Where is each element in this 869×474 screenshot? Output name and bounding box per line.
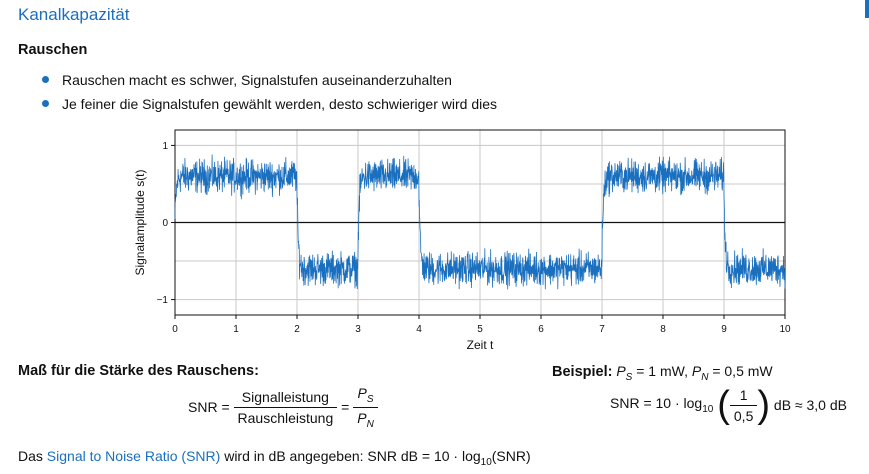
- noise-signal-chart: 0 1 2 3 4 5 6 7 8 9 10 −1 0 1 Zeit t Signalamplitude s(…: [133, 129, 791, 352]
- x-tick-label: 6: [538, 324, 544, 335]
- x-tick-label: 8: [660, 324, 666, 335]
- footer-prefix: Das: [18, 448, 43, 464]
- ps-subscript: S: [366, 393, 374, 405]
- footer-log-base: 10: [480, 456, 492, 468]
- example-frac-den: 0,5: [733, 407, 754, 424]
- signal-series-line: [174, 154, 786, 290]
- equals-sign: =: [341, 399, 350, 416]
- bullet-text: Rauschen macht es schwer, Signalstufen a…: [62, 72, 452, 88]
- y-axis-label: Signalamplitude s(t): [133, 169, 147, 275]
- ps-subscript: S: [625, 371, 633, 383]
- section-heading: Rauschen: [18, 42, 88, 58]
- bullet-dot-icon: [42, 76, 49, 83]
- bullet-item: Rauschen macht es schwer, Signalstufen a…: [40, 68, 497, 92]
- snr-lhs: SNR =: [188, 399, 230, 416]
- y-tick-label: −1: [157, 295, 169, 306]
- snr-formula: SNR = Signalleistung Rauschleistung = PS…: [188, 385, 378, 430]
- example-label: Beispiel:: [552, 364, 613, 380]
- example-snr-text: SNR = 10 · log: [610, 395, 703, 412]
- y-tick-label: 1: [162, 141, 168, 152]
- x-tick-label: 4: [416, 324, 422, 335]
- pn-subscript: N: [366, 418, 374, 430]
- example-fraction: 1 0,5: [729, 387, 758, 424]
- footer-text: Das Signal to Noise Ratio (SNR) wird in …: [18, 448, 531, 468]
- snr-link[interactable]: Signal to Noise Ratio (SNR): [46, 448, 221, 464]
- fraction-denominator: Rauschleistung: [237, 409, 334, 426]
- x-axis-label: Zeit t: [467, 338, 494, 352]
- snr-power-fraction: Signalleistung Rauschleistung: [233, 389, 338, 426]
- log-base: 10: [702, 403, 714, 415]
- x-tick-label: 7: [599, 324, 605, 335]
- bullet-text: Je feiner die Signalstufen gewählt werde…: [62, 96, 498, 112]
- footer-body: wird in dB angegeben: SNR dB = 10 · log: [224, 448, 481, 464]
- pn-symbol: P: [691, 363, 702, 379]
- footer-suffix: (SNR): [491, 448, 531, 464]
- y-tick-label: 0: [162, 218, 168, 229]
- pn-symbol: P: [357, 409, 367, 426]
- measure-heading: Maß für die Stärke des Rauschens:: [18, 363, 259, 379]
- example-line: Beispiel: PS = 1 mW, PN = 0,5 mW: [552, 363, 773, 383]
- x-tick-label: 1: [233, 324, 239, 335]
- slide-edge-marker: [865, 0, 869, 18]
- pn-subscript: N: [701, 371, 709, 383]
- snr-p-fraction: PS PN: [353, 385, 378, 430]
- right-paren-icon: ): [757, 384, 771, 426]
- x-tick-label: 5: [477, 324, 483, 335]
- bullet-dot-icon: [42, 100, 49, 107]
- ps-symbol: P: [616, 363, 626, 379]
- example-ps-value: = 1 mW,: [636, 363, 688, 379]
- x-tick-label: 9: [721, 324, 727, 335]
- ps-symbol: P: [357, 385, 367, 401]
- fraction-numerator: Signalleistung: [233, 389, 338, 408]
- example-result: dB ≈ 3,0 dB: [773, 397, 847, 413]
- example-frac-num: 1: [729, 387, 758, 406]
- x-tick-label: 3: [355, 324, 361, 335]
- left-paren-icon: (: [717, 384, 730, 426]
- example-snr-formula: SNR = 10 · log10 ( 1 0,5 ) dB ≈ 3,0 dB: [610, 386, 847, 424]
- bullet-list: Rauschen macht es schwer, Signalstufen a…: [40, 68, 497, 116]
- x-tick-label: 2: [294, 324, 300, 335]
- slide-title: Kanalkapazität: [18, 5, 130, 24]
- example-pn-value: = 0,5 mW: [712, 363, 773, 379]
- x-tick-label: 10: [779, 324, 791, 335]
- bullet-item: Je feiner die Signalstufen gewählt werde…: [40, 92, 497, 116]
- x-tick-label: 0: [172, 324, 178, 335]
